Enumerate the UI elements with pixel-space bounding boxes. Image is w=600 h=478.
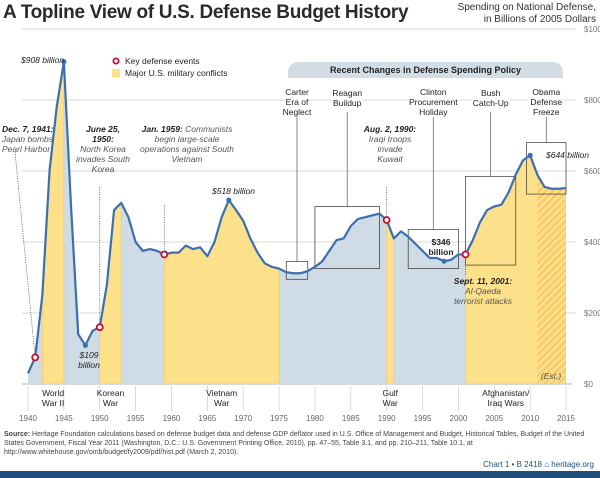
callout-point bbox=[61, 59, 67, 65]
legend-events: Key defense events bbox=[125, 56, 200, 66]
x-tick-label: 1970 bbox=[234, 414, 252, 423]
x-tick-label: 1980 bbox=[306, 414, 324, 423]
x-tick-label: 1965 bbox=[198, 414, 216, 423]
callout-point bbox=[527, 152, 533, 158]
chart-subtitle: Spending on National Defense, in Billion… bbox=[458, 2, 596, 26]
event-date: Dec. 7, 1941: bbox=[2, 124, 54, 134]
x-tick-label: 1985 bbox=[342, 414, 360, 423]
callout-point bbox=[441, 258, 447, 264]
policy-label-3: Bush Catch-Up bbox=[471, 88, 510, 108]
event-marker[interactable] bbox=[382, 216, 391, 224]
estimate-label: (Est.) bbox=[540, 371, 562, 381]
event-marker[interactable] bbox=[461, 250, 470, 259]
source-note: Source: Heritage Foundation calculations… bbox=[4, 430, 596, 457]
conflict-label: Korean War bbox=[96, 388, 125, 408]
heritage-logo-icon: ⌂ bbox=[544, 460, 550, 469]
value-callout: $644 billion bbox=[546, 150, 590, 160]
policy-banner: Recent Changes in Defense Spending Polic… bbox=[288, 62, 563, 78]
policy-label-2: Clinton Procurement Holiday bbox=[407, 87, 459, 117]
event-leader bbox=[14, 151, 36, 358]
conflict-label: Vietnam War bbox=[206, 388, 238, 408]
value-callout: $109 billion bbox=[78, 350, 100, 370]
y-tick-label: $400 bbox=[584, 238, 600, 247]
value-callout: $908 billion bbox=[21, 55, 65, 65]
x-tick-label: 1950 bbox=[91, 414, 109, 423]
x-tick-label: 2005 bbox=[485, 414, 503, 423]
policy-label-0: Carter Era of Neglect bbox=[281, 87, 313, 117]
x-tick-label: 1940 bbox=[19, 414, 37, 423]
event-marker[interactable] bbox=[160, 250, 169, 259]
value-callout: $346 billion bbox=[428, 237, 454, 257]
x-tick-label: 2015 bbox=[557, 414, 575, 423]
footer-site[interactable]: heritage.org bbox=[551, 460, 594, 469]
event-date: Jan. 1959: bbox=[141, 124, 183, 134]
legend-conflict-icon bbox=[112, 69, 120, 77]
conflict-area bbox=[386, 61, 395, 384]
legend-event-icon bbox=[112, 57, 120, 65]
subtitle-line: in Billions of 2005 Dollars bbox=[483, 14, 596, 25]
x-tick-label: 2010 bbox=[521, 414, 539, 423]
x-tick-label: 2000 bbox=[450, 414, 468, 423]
event-annotation: June 25, 1950: North Korea invades South Ko… bbox=[76, 124, 130, 174]
x-tick-label: 1995 bbox=[414, 414, 432, 423]
y-tick-label: $600 bbox=[584, 167, 600, 176]
source-label: Source: bbox=[4, 431, 31, 438]
event-date: June 25, 1950: bbox=[85, 124, 121, 144]
source-text: Heritage Foundation calculations based o… bbox=[4, 431, 585, 456]
x-tick-label: 1960 bbox=[163, 414, 181, 423]
footer: Chart 1 • B 2418 ⌂ heritage.org bbox=[483, 460, 594, 469]
event-marker[interactable] bbox=[95, 323, 104, 332]
y-tick-label: $200 bbox=[584, 309, 600, 318]
x-tick-label: 1955 bbox=[127, 414, 145, 423]
conflict-label: World War II bbox=[41, 388, 65, 408]
chart-id: Chart 1 • B 2418 bbox=[483, 460, 542, 469]
event-annotation: Aug. 2, 1990: Iraqi troops invade Kuwait bbox=[363, 124, 417, 164]
event-annotation: Sept. 11, 2001: Al-Qaeda terrorist attacks bbox=[453, 276, 513, 306]
y-tick-label: $0 bbox=[584, 380, 593, 389]
policy-label-1: Reagan Buildup bbox=[331, 88, 364, 108]
y-tick-label: $800 bbox=[584, 96, 600, 105]
subtitle-line: Spending on National Defense, bbox=[457, 2, 596, 13]
callout-point bbox=[82, 342, 88, 348]
event-annotation: Dec. 7, 1941: Japan bombs Pearl Harbor bbox=[2, 124, 54, 154]
conflict-label: Afghanistan/Iraq Wars bbox=[482, 388, 530, 408]
policy-label-4: Obama Defense Freeze bbox=[529, 87, 564, 117]
legend-conflicts: Major U.S. military conflicts bbox=[125, 68, 228, 78]
event-annotation: Jan. 1959: Communists begin large-scale op… bbox=[139, 124, 235, 164]
x-tick-label: 1990 bbox=[378, 414, 396, 423]
chart-title: A Topline View of U.S. Defense Budget Hi… bbox=[3, 2, 409, 23]
event-date: Sept. 11, 2001: bbox=[453, 276, 513, 286]
value-callout: $518 billion bbox=[212, 186, 256, 196]
x-tick-label: 1975 bbox=[270, 414, 288, 423]
spending-line bbox=[26, 60, 567, 374]
callout-point bbox=[226, 197, 232, 203]
conflict-label: Gulf War bbox=[382, 388, 399, 408]
event-marker[interactable] bbox=[31, 353, 40, 362]
event-date: Aug. 2, 1990: bbox=[363, 124, 417, 134]
footer-bar bbox=[0, 471, 600, 478]
estimate-hatch bbox=[537, 61, 566, 384]
x-tick-label: 1945 bbox=[55, 414, 73, 423]
y-tick-label: $1000 bbox=[584, 25, 600, 34]
